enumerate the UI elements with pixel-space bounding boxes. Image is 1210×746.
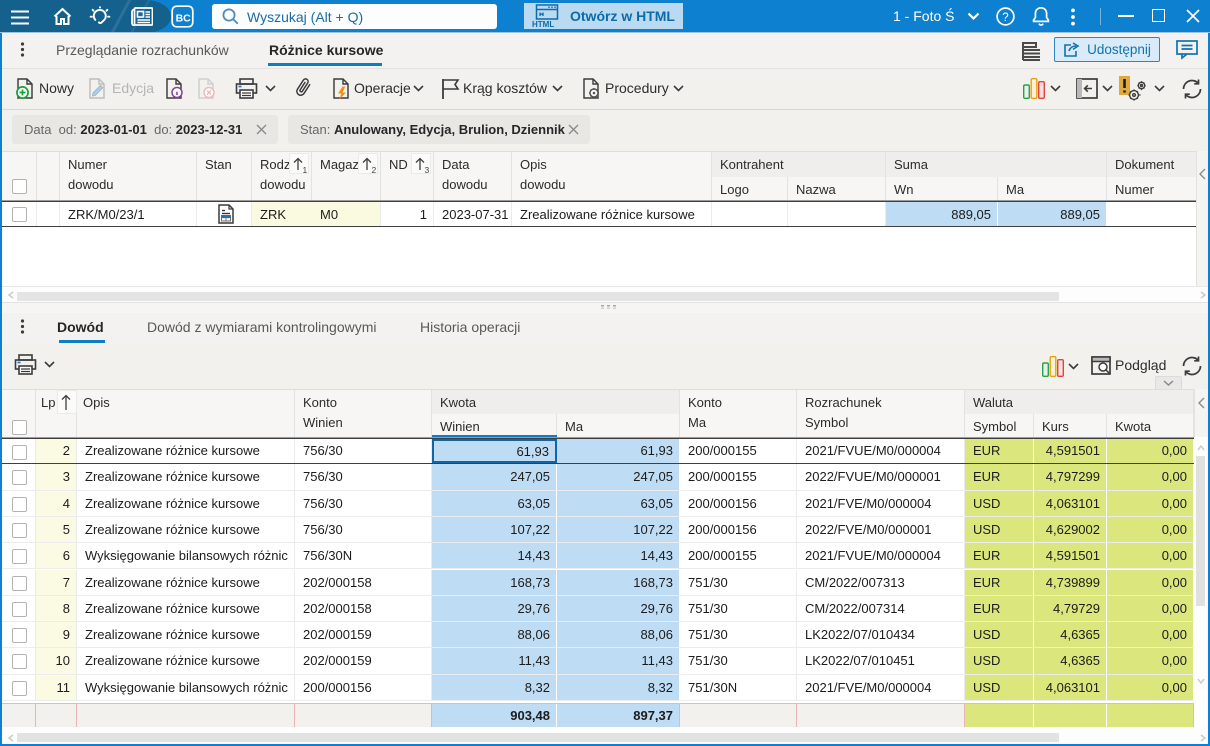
svg-text:?: ? [1002,12,1008,24]
svg-text:HTML: HTML [532,20,554,28]
svg-text:BC: BC [176,13,192,25]
svg-text:1: 1 [303,165,308,175]
svg-text:3: 3 [425,165,430,175]
svg-text:2: 2 [372,165,377,175]
